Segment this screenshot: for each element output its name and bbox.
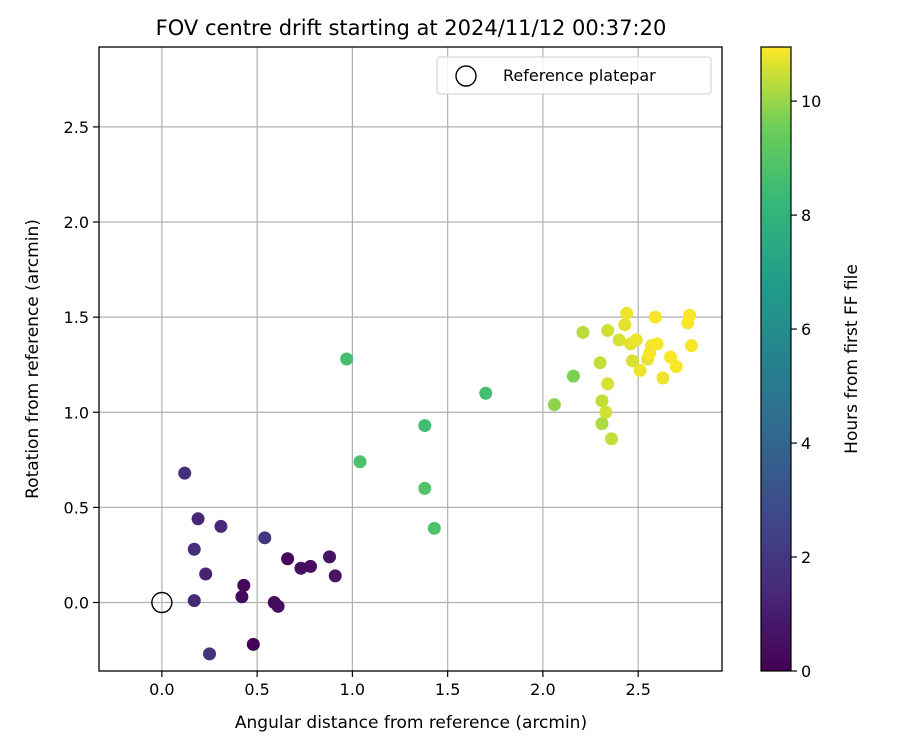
data-point: [479, 386, 493, 400]
data-point: [669, 360, 683, 374]
legend-reference-marker: [455, 65, 477, 87]
data-point: [214, 519, 228, 533]
colorbar-tick-label: 0: [801, 662, 811, 681]
y-tick-label: 0.0: [64, 594, 89, 613]
data-point: [576, 325, 590, 339]
colorbar-gradient: [760, 46, 792, 672]
x-tick-label: 1.0: [340, 680, 365, 699]
data-point: [323, 550, 337, 564]
y-axis-label: Rotation from reference (arcmin): [23, 219, 43, 499]
data-point: [685, 339, 699, 353]
colorbar-tick-label: 4: [801, 434, 811, 453]
data-point: [629, 333, 643, 347]
reference-marker-group: [151, 591, 173, 614]
data-point: [601, 323, 615, 337]
data-point: [664, 350, 678, 364]
legend-box: [436, 56, 712, 95]
data-point: [599, 405, 613, 419]
x-tick-label: 0.0: [149, 680, 174, 699]
data-point: [303, 559, 317, 573]
data-point: [648, 310, 662, 324]
data-point: [178, 466, 192, 480]
data-point: [604, 432, 618, 446]
legend: Reference platepar: [436, 56, 712, 95]
legend-entry-reference: Reference platepar: [503, 66, 656, 85]
y-axis-ticks: 0.0 0.5 1.0 1.5 2.0 2.5: [64, 118, 99, 613]
data-point: [618, 318, 632, 332]
data-point: [246, 637, 260, 651]
x-tick-label: 2.5: [625, 680, 650, 699]
data-point: [683, 308, 697, 322]
y-tick-label: 2.5: [64, 118, 89, 137]
x-tick-label: 0.5: [244, 680, 269, 699]
data-point: [271, 599, 285, 613]
colorbar-ticks: 0 2 4 6 8 10: [791, 92, 821, 681]
colorbar-label: Hours from first FF file: [842, 264, 862, 454]
colorbar-tick-label: 10: [801, 92, 821, 111]
y-tick-label: 1.5: [64, 308, 89, 327]
colorbar-tick-label: 6: [801, 320, 811, 339]
data-point: [340, 352, 354, 366]
x-tick-label: 2.0: [530, 680, 555, 699]
reference-platepar-marker: [151, 591, 173, 614]
data-points: [178, 306, 699, 661]
data-point: [235, 590, 249, 604]
colorbar-tick-label: 2: [801, 548, 811, 567]
data-point: [620, 306, 634, 320]
data-point: [281, 552, 295, 566]
data-point: [203, 647, 217, 661]
data-point: [328, 569, 342, 583]
data-point: [612, 333, 626, 347]
x-axis-label: Angular distance from reference (arcmin): [235, 713, 587, 733]
data-point: [418, 419, 432, 433]
colorbar: 0 2 4 6 8 10 Hours from first FF file: [760, 46, 862, 681]
chart-title: FOV centre drift starting at 2024/11/12 …: [156, 16, 667, 40]
data-point: [547, 398, 561, 412]
y-tick-label: 0.5: [64, 498, 89, 517]
colorbar-tick-label: 8: [801, 206, 811, 225]
data-point: [353, 455, 367, 469]
data-point: [427, 521, 441, 535]
data-point: [191, 512, 205, 526]
data-point: [418, 481, 432, 495]
data-point: [656, 371, 670, 385]
data-point: [258, 531, 272, 545]
plot-frame: [98, 46, 723, 672]
data-point: [595, 417, 609, 431]
data-point: [199, 567, 213, 581]
data-point: [595, 394, 609, 408]
data-point: [187, 542, 201, 556]
data-point: [633, 363, 647, 377]
data-point: [650, 337, 664, 351]
data-point: [625, 354, 639, 368]
data-point: [601, 377, 615, 391]
y-tick-label: 1.0: [64, 403, 89, 422]
data-point: [593, 356, 607, 370]
x-tick-label: 1.5: [435, 680, 460, 699]
data-point: [187, 594, 201, 608]
data-point: [237, 578, 251, 592]
data-point: [566, 369, 580, 383]
y-tick-label: 2.0: [64, 213, 89, 232]
x-axis-ticks: 0.0 0.5 1.0 1.5 2.0 2.5: [149, 671, 651, 699]
